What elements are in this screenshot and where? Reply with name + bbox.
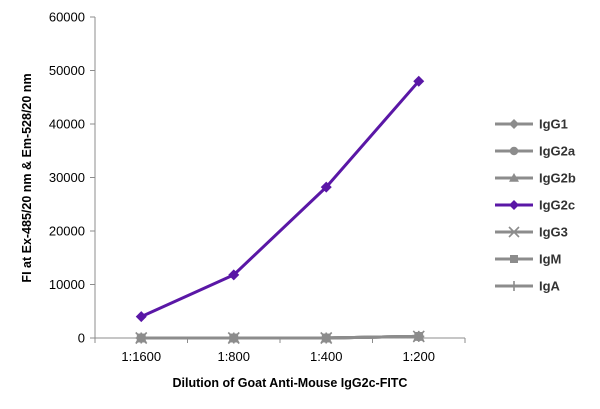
legend-marker-igg2c xyxy=(509,200,519,210)
data-point-iga xyxy=(413,330,425,342)
data-point-igg2c xyxy=(413,75,425,87)
series-line-igg2c xyxy=(140,80,420,318)
legend-item-igg3: IgG3 xyxy=(495,225,568,240)
legend-marker-igg2b xyxy=(509,173,519,182)
legend: IgG1 IgG2a IgG2b IgG2c IgG3 IgM IgA xyxy=(495,117,576,294)
data-point-iga xyxy=(228,332,240,344)
legend-item-igg2b: IgG2b xyxy=(495,171,576,186)
x-tick-label: 1:1600 xyxy=(121,349,161,364)
y-tick-label: 20000 xyxy=(49,224,85,239)
x-tick-label: 1:400 xyxy=(310,349,343,364)
data-point-igg2c xyxy=(320,181,332,193)
series-iga xyxy=(135,330,425,344)
series-igg2c xyxy=(135,75,425,323)
legend-item-igg2a: IgG2a xyxy=(495,144,576,159)
data-point-iga xyxy=(320,332,332,344)
y-tick-label: 10000 xyxy=(49,277,85,292)
legend-label-igg2b: IgG2b xyxy=(539,171,576,186)
legend-item-igg1: IgG1 xyxy=(495,117,568,132)
legend-item-iga: IgA xyxy=(495,279,561,294)
series-line-iga xyxy=(141,334,419,340)
data-point-igg2c xyxy=(135,311,147,323)
x-axis-title: Dilution of Goat Anti-Mouse IgG2c-FITC xyxy=(173,376,408,390)
x-tick-label: 1:200 xyxy=(402,349,435,364)
legend-label-iga: IgA xyxy=(539,279,561,294)
legend-marker-igg3 xyxy=(508,226,520,238)
x-tick-label: 1:800 xyxy=(217,349,250,364)
legend-item-igm: IgM xyxy=(495,252,561,267)
y-tick-label: 0 xyxy=(78,331,85,346)
axes: 0 10000 20000 30000 40000 50000 60000 1:1600 1:8… xyxy=(49,10,466,364)
plot-area xyxy=(135,75,425,345)
legend-label-igg2a: IgG2a xyxy=(539,144,576,159)
legend-label-igg1: IgG1 xyxy=(539,117,568,132)
y-tick-label: 50000 xyxy=(49,63,85,78)
legend-marker-igg1 xyxy=(509,119,519,129)
y-tick-label: 30000 xyxy=(49,170,85,185)
data-point-igg2c xyxy=(228,269,240,281)
y-tick-label: 40000 xyxy=(49,117,85,132)
data-point-iga xyxy=(135,332,147,344)
legend-item-igg2c: IgG2c xyxy=(495,198,575,213)
y-axis-title: FI at Ex-485/20 nm & Em-528/20 nm xyxy=(20,73,34,282)
legend-marker-igg2a xyxy=(509,146,519,156)
legend-marker-igm xyxy=(510,255,518,263)
legend-label-igg3: IgG3 xyxy=(539,225,568,240)
legend-label-igm: IgM xyxy=(539,252,561,267)
y-tick-label: 60000 xyxy=(49,10,85,25)
legend-label-igg2c: IgG2c xyxy=(539,198,575,213)
legend-marker-iga xyxy=(509,281,519,291)
